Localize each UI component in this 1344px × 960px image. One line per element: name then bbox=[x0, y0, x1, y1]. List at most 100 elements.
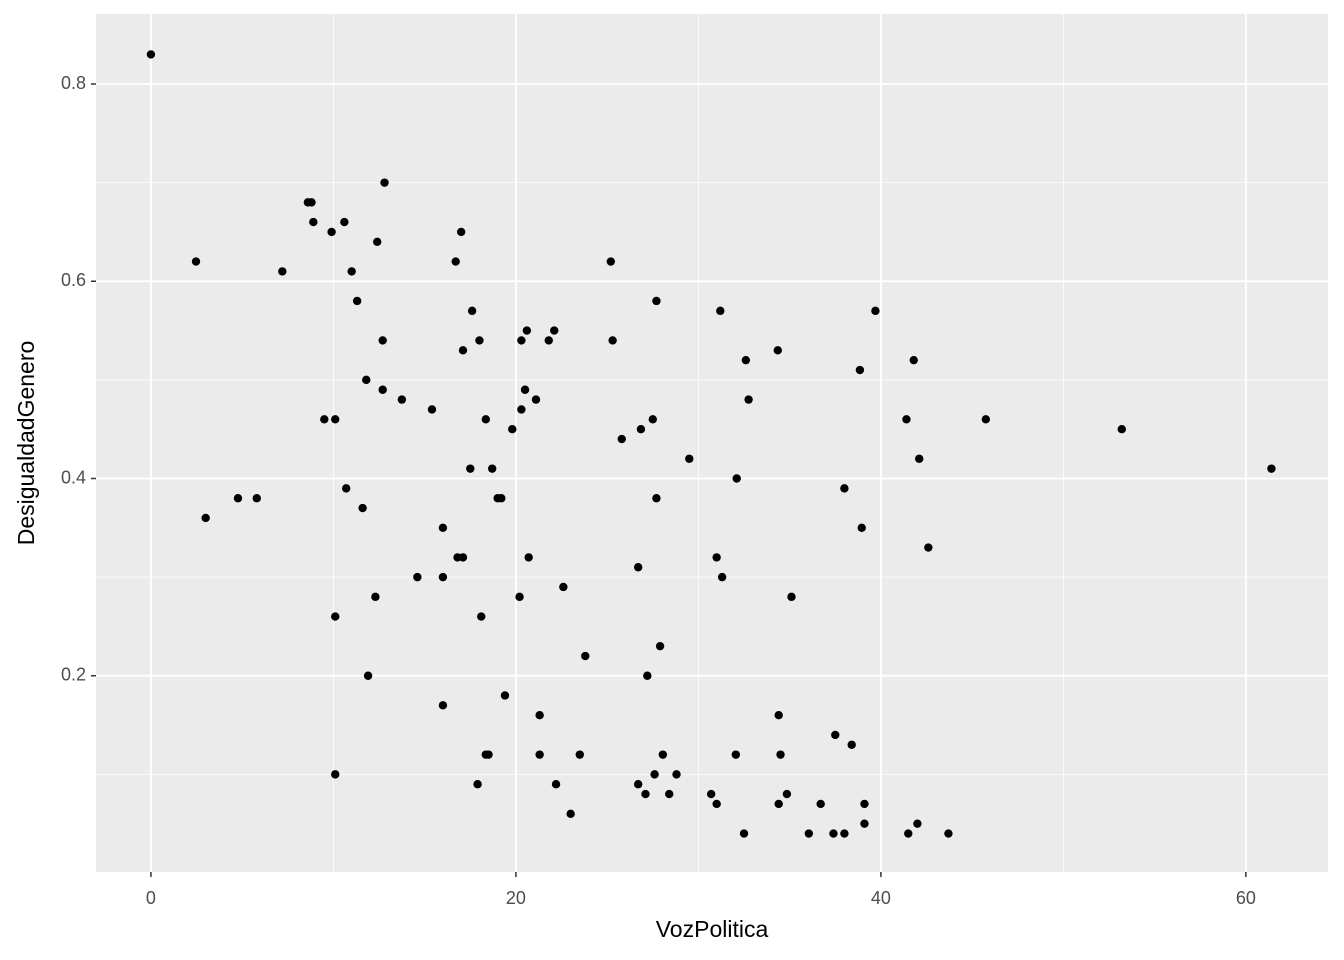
point bbox=[706, 789, 716, 799]
point bbox=[544, 336, 553, 345]
point bbox=[855, 365, 865, 375]
point bbox=[1267, 464, 1276, 473]
point bbox=[362, 375, 371, 385]
point bbox=[665, 789, 674, 799]
point bbox=[774, 710, 783, 720]
point bbox=[739, 829, 749, 838]
point bbox=[327, 227, 336, 237]
x-tick-label: 0 bbox=[146, 888, 156, 908]
y-tick-label: 0.2 bbox=[61, 664, 86, 684]
point bbox=[1117, 424, 1126, 434]
y-tick-label: 0.4 bbox=[61, 467, 86, 487]
point bbox=[655, 641, 665, 651]
point bbox=[466, 464, 475, 473]
y-axis-title: DesigualdadGenero bbox=[13, 341, 39, 546]
point bbox=[776, 750, 785, 759]
point bbox=[744, 395, 753, 404]
point bbox=[840, 829, 849, 838]
point bbox=[331, 612, 340, 621]
point bbox=[840, 484, 849, 493]
point bbox=[427, 405, 437, 414]
point bbox=[278, 267, 287, 276]
point bbox=[517, 336, 526, 345]
point bbox=[371, 592, 380, 602]
point bbox=[787, 592, 796, 602]
point bbox=[685, 454, 694, 463]
point bbox=[531, 395, 541, 404]
point bbox=[712, 553, 721, 562]
point bbox=[475, 336, 484, 345]
point bbox=[559, 582, 568, 592]
point bbox=[467, 306, 477, 316]
point bbox=[831, 730, 840, 740]
point bbox=[146, 50, 156, 59]
point bbox=[643, 671, 652, 680]
point bbox=[566, 809, 575, 819]
point bbox=[575, 750, 584, 759]
point bbox=[458, 553, 468, 562]
point bbox=[913, 819, 922, 828]
point bbox=[456, 227, 466, 237]
point bbox=[636, 424, 646, 434]
point bbox=[712, 799, 721, 809]
point bbox=[413, 572, 422, 582]
point bbox=[517, 405, 526, 414]
point bbox=[397, 395, 407, 404]
x-tick-label: 20 bbox=[506, 888, 526, 908]
point bbox=[358, 503, 367, 513]
point bbox=[915, 454, 924, 463]
point bbox=[648, 415, 657, 424]
point bbox=[477, 612, 486, 621]
point bbox=[652, 494, 661, 503]
point bbox=[944, 829, 953, 838]
point bbox=[363, 671, 373, 680]
point bbox=[652, 296, 661, 306]
point bbox=[731, 750, 741, 759]
point bbox=[550, 326, 559, 335]
point bbox=[847, 740, 856, 749]
point bbox=[252, 494, 261, 503]
point bbox=[331, 415, 340, 424]
point bbox=[608, 336, 617, 345]
point bbox=[380, 178, 389, 187]
point bbox=[458, 346, 468, 355]
point bbox=[981, 415, 991, 424]
point bbox=[438, 523, 448, 533]
point bbox=[484, 750, 493, 759]
point bbox=[551, 780, 561, 789]
point bbox=[633, 563, 643, 572]
point bbox=[347, 267, 356, 276]
point bbox=[307, 198, 316, 207]
point bbox=[871, 306, 880, 316]
point bbox=[201, 513, 210, 523]
point bbox=[924, 543, 933, 552]
point bbox=[508, 424, 517, 434]
point bbox=[741, 355, 751, 365]
point bbox=[717, 572, 727, 582]
point bbox=[487, 464, 497, 473]
point bbox=[732, 474, 741, 483]
point bbox=[672, 770, 681, 779]
point bbox=[473, 780, 482, 789]
point bbox=[535, 750, 544, 759]
point bbox=[438, 572, 448, 582]
point bbox=[816, 799, 825, 809]
point bbox=[902, 415, 911, 424]
point bbox=[520, 385, 530, 394]
x-tick-label: 60 bbox=[1236, 888, 1256, 908]
x-tick-label: 40 bbox=[871, 888, 891, 908]
point bbox=[860, 819, 869, 828]
point bbox=[320, 415, 329, 424]
point bbox=[373, 237, 382, 247]
point bbox=[481, 415, 491, 424]
point bbox=[774, 799, 783, 809]
x-axis-title: VozPolitica bbox=[656, 916, 769, 942]
point bbox=[829, 829, 838, 838]
point bbox=[233, 494, 243, 503]
point bbox=[633, 780, 643, 789]
point bbox=[340, 217, 349, 227]
point bbox=[451, 257, 460, 266]
y-tick-label: 0.6 bbox=[61, 270, 86, 290]
point bbox=[515, 592, 524, 602]
